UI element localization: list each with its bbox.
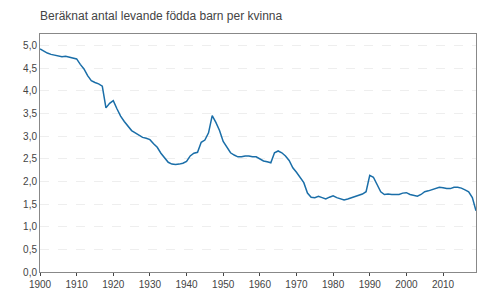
svg-text:2010: 2010 (432, 279, 455, 290)
svg-text:1980: 1980 (322, 279, 345, 290)
svg-text:2,0: 2,0 (23, 176, 37, 187)
svg-text:0,5: 0,5 (23, 244, 37, 255)
svg-text:1,5: 1,5 (23, 199, 37, 210)
svg-text:3,0: 3,0 (23, 131, 37, 142)
svg-text:1960: 1960 (249, 279, 272, 290)
svg-text:5,0: 5,0 (23, 40, 37, 51)
svg-text:1950: 1950 (212, 279, 235, 290)
svg-text:1970: 1970 (285, 279, 308, 290)
svg-text:4,5: 4,5 (23, 63, 37, 74)
svg-text:4,0: 4,0 (23, 85, 37, 96)
svg-text:0,0: 0,0 (23, 267, 37, 278)
svg-text:1990: 1990 (359, 279, 382, 290)
svg-text:2000: 2000 (395, 279, 418, 290)
svg-text:1910: 1910 (66, 279, 89, 290)
svg-text:1,0: 1,0 (23, 221, 37, 232)
svg-text:Beräknat antal levande födda b: Beräknat antal levande födda barn per kv… (40, 9, 282, 23)
svg-text:1930: 1930 (139, 279, 162, 290)
svg-text:2,5: 2,5 (23, 153, 37, 164)
svg-text:1900: 1900 (29, 279, 52, 290)
svg-text:1920: 1920 (102, 279, 125, 290)
svg-text:3,5: 3,5 (23, 108, 37, 119)
svg-text:1940: 1940 (175, 279, 198, 290)
